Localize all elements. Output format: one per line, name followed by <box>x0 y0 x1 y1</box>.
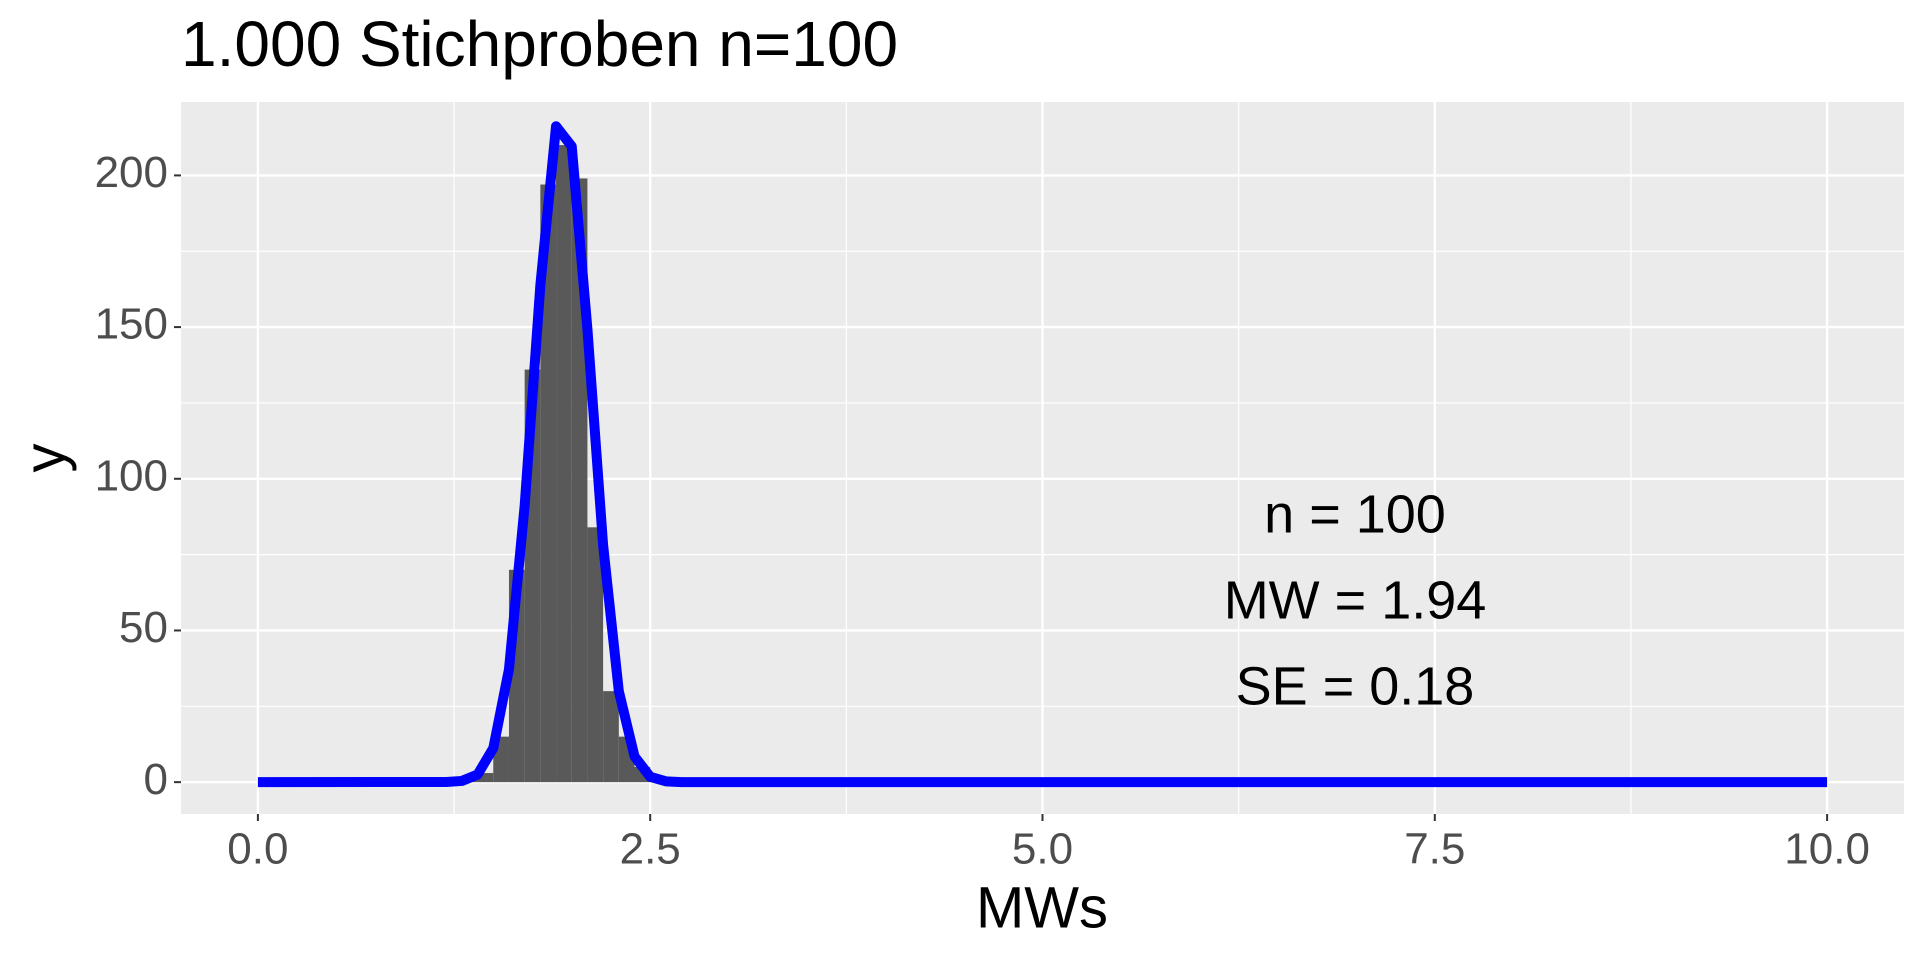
y-tick-label: 50 <box>119 603 168 652</box>
histogram-bar <box>477 773 494 783</box>
x-tick-label: 10.0 <box>1784 825 1870 874</box>
x-axis-title: MWs <box>976 875 1108 940</box>
x-tick-label: 7.5 <box>1404 825 1465 874</box>
y-axis-title: y <box>12 444 77 473</box>
y-tick-label: 200 <box>95 148 168 197</box>
annotation: n = 100 <box>1264 484 1446 544</box>
histogram-bar <box>540 184 557 783</box>
chart-title: 1.000 Stichproben n=100 <box>181 8 898 80</box>
histogram-bar <box>556 145 572 783</box>
histogram-bar <box>603 691 619 783</box>
histogram-bar <box>587 527 604 783</box>
y-tick-label: 150 <box>95 300 168 349</box>
y-tick-label: 0 <box>144 755 168 804</box>
y-tick-label: 100 <box>95 451 168 500</box>
x-tick-label: 2.5 <box>620 825 681 874</box>
annotation: SE = 0.18 <box>1236 656 1475 716</box>
annotation: MW = 1.94 <box>1224 570 1487 630</box>
x-tick-label: 5.0 <box>1012 825 1073 874</box>
x-tick-label: 0.0 <box>227 825 288 874</box>
density-line <box>257 121 1828 788</box>
